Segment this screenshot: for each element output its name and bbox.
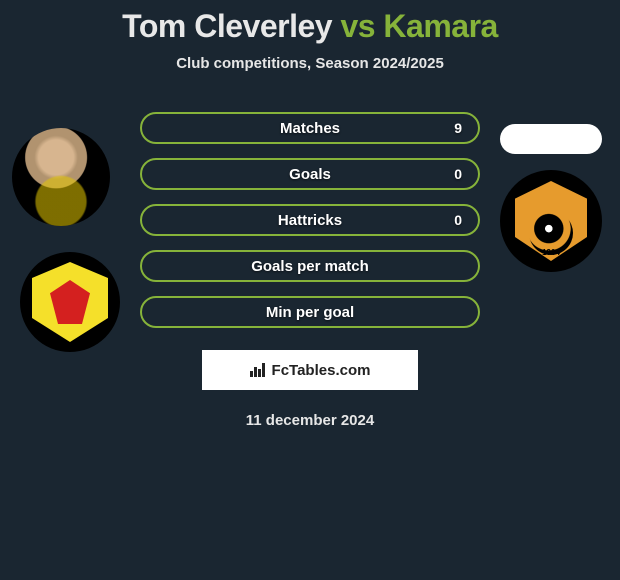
stat-value-right: 9: [454, 120, 462, 136]
stat-label: Goals: [289, 166, 331, 183]
stat-row-matches: Matches 9: [140, 112, 480, 144]
stat-label: Hattricks: [278, 212, 342, 229]
stat-label: Min per goal: [266, 304, 354, 321]
player2-avatar-placeholder: [500, 124, 602, 154]
watford-crest-icon: [32, 262, 108, 342]
stat-row-min-per-goal: Min per goal: [140, 296, 480, 328]
bar-chart-icon: [250, 363, 265, 377]
player1-avatar: [10, 126, 112, 228]
hull-crest-icon: 1904: [515, 181, 587, 261]
branding-text: FcTables.com: [272, 362, 371, 379]
stat-row-goals-per-match: Goals per match: [140, 250, 480, 282]
branding-box: FcTables.com: [202, 350, 418, 390]
stat-row-hattricks: Hattricks 0: [140, 204, 480, 236]
badge-year: 1904: [542, 248, 560, 257]
stat-value-right: 0: [454, 212, 462, 228]
title-player2: Kamara: [383, 8, 497, 44]
player2-club-badge: 1904: [500, 170, 602, 272]
page-title: Tom Cleverley vs Kamara: [0, 0, 620, 45]
stats-list: Matches 9 Goals 0 Hattricks 0 Goals per …: [140, 112, 480, 328]
stat-row-goals: Goals 0: [140, 158, 480, 190]
title-vs: vs: [340, 8, 375, 44]
player1-club-badge: [20, 252, 120, 352]
stat-label: Goals per match: [251, 258, 369, 275]
stat-label: Matches: [280, 120, 340, 137]
comparison-card: Tom Cleverley vs Kamara Club competition…: [0, 0, 620, 580]
title-player1: Tom Cleverley: [122, 8, 332, 44]
subtitle: Club competitions, Season 2024/2025: [0, 55, 620, 72]
stat-value-right: 0: [454, 166, 462, 182]
date-label: 11 december 2024: [0, 412, 620, 429]
